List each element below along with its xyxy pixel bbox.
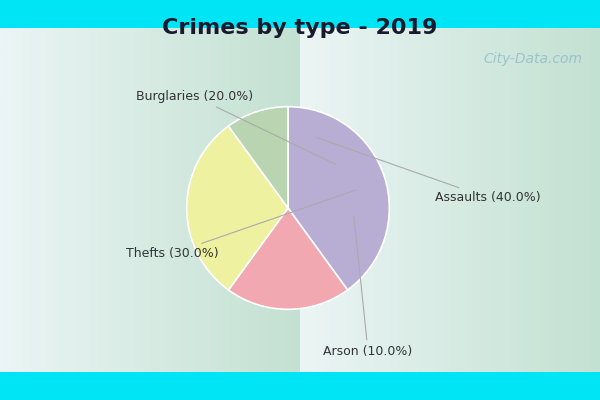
- Text: Assaults (40.0%): Assaults (40.0%): [317, 138, 541, 204]
- Wedge shape: [229, 107, 288, 208]
- Text: Arson (10.0%): Arson (10.0%): [323, 216, 413, 358]
- Text: Thefts (30.0%): Thefts (30.0%): [126, 190, 356, 260]
- Wedge shape: [187, 126, 288, 290]
- Wedge shape: [288, 107, 389, 290]
- Text: Burglaries (20.0%): Burglaries (20.0%): [136, 90, 336, 164]
- Wedge shape: [229, 208, 347, 309]
- Text: Crimes by type - 2019: Crimes by type - 2019: [163, 18, 437, 38]
- Text: City-Data.com: City-Data.com: [483, 52, 582, 66]
